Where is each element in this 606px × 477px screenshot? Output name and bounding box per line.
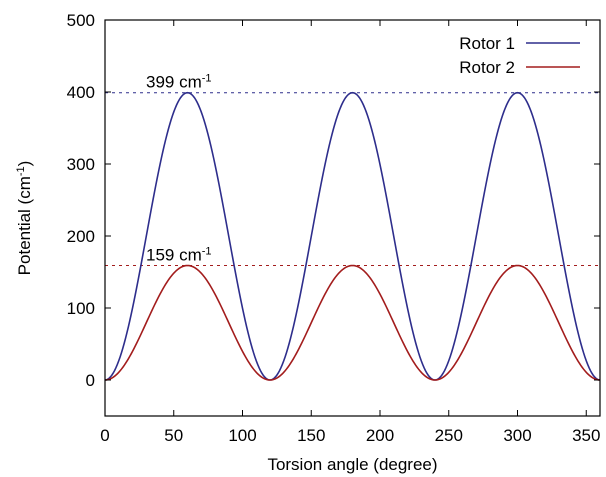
reference-label-2: 159 cm-1 [146, 246, 212, 265]
y-tick-label: 400 [67, 83, 95, 102]
y-tick-label: 0 [86, 371, 95, 390]
x-tick-label: 150 [297, 426, 325, 445]
series-line-1 [104, 91, 601, 381]
y-tick-label: 500 [67, 11, 95, 30]
series-line-2 [104, 264, 601, 381]
x-tick-label: 100 [228, 426, 256, 445]
legend-label-1: Rotor 1 [459, 34, 515, 53]
x-tick-label: 300 [503, 426, 531, 445]
x-axis-label: Torsion angle (degree) [267, 455, 437, 474]
x-tick-label: 0 [100, 426, 109, 445]
y-tick-label: 200 [67, 227, 95, 246]
x-tick-label: 200 [366, 426, 394, 445]
y-axis-label: Potential (cm-1) [15, 161, 34, 276]
y-tick-label: 100 [67, 299, 95, 318]
x-tick-label: 250 [435, 426, 463, 445]
y-tick-label: 300 [67, 155, 95, 174]
legend-label-2: Rotor 2 [459, 58, 515, 77]
reference-label-1: 399 cm-1 [146, 73, 212, 92]
plot-frame [104, 19, 601, 417]
x-tick-label: 350 [572, 426, 600, 445]
x-tick-label: 50 [164, 426, 183, 445]
